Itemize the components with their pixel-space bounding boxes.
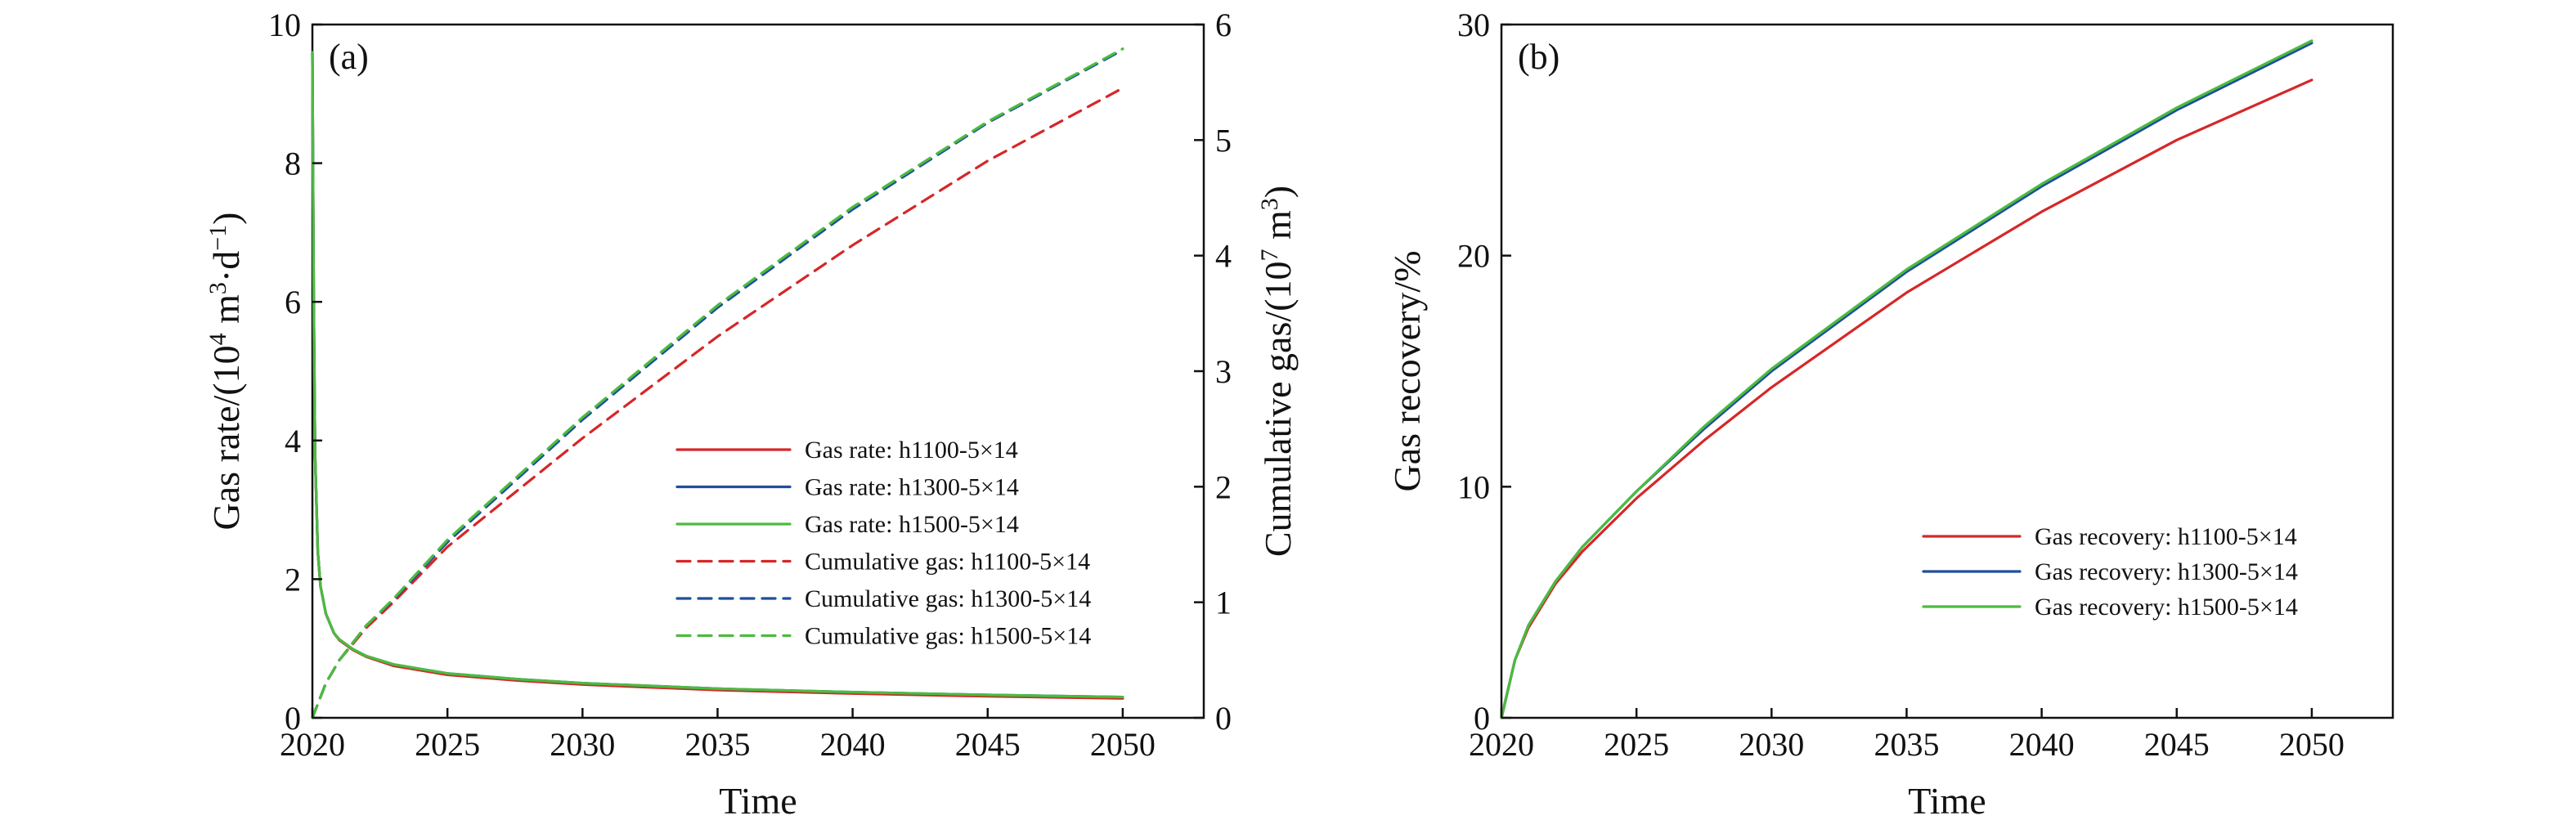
panel-a-y2label-sup: 7: [1256, 249, 1283, 262]
panel-a-series-group: [311, 47, 1124, 719]
y-tick-label: 8: [285, 146, 301, 182]
panel-a-y2label-sup: 3: [1256, 198, 1283, 210]
legend-entry-label: Gas recovery: h1500-5×14: [2035, 594, 2298, 621]
panel-a-legend: Gas rate: h1100-5×14 Gas rate: h1300-5×14…: [675, 437, 1091, 650]
legend-entry-label: Gas recovery: h1100-5×14: [2035, 523, 2297, 550]
y2-tick-label: 5: [1215, 122, 1232, 159]
y2-tick-label: 2: [1215, 468, 1232, 505]
y-tick-label: 0: [1474, 700, 1490, 737]
series-line-h1100-cumulative: [311, 87, 1124, 719]
y-tick-label: 6: [285, 284, 301, 320]
x-tick-label: 2035: [1874, 726, 1939, 763]
series-line-h1500-cumulative: [311, 47, 1124, 719]
y-tick-label: 10: [1457, 468, 1490, 505]
panel-b-legend: Gas recovery: h1100-5×14 Gas recovery: h1…: [1922, 523, 2298, 621]
panel-a-y-axis-title: Gas rate/(104 m3·d−1): [204, 213, 248, 531]
y2-tick-label: 0: [1215, 700, 1232, 737]
panel-a-ylabel-sup: 3: [204, 282, 231, 294]
panel-a-ylabel-sup: −1: [204, 225, 231, 251]
panel-a-y2label-part: ): [1257, 186, 1299, 198]
legend-entry-label: Cumulative gas: h1300-5×14: [805, 585, 1091, 612]
series-line-h1300-cumulative: [311, 48, 1124, 719]
panel-a-ylabel-part: ·d: [205, 251, 247, 282]
y-tick-label: 10: [268, 7, 301, 43]
panel-a-y2label-part: m: [1257, 210, 1299, 249]
x-tick-label: 2045: [2144, 726, 2210, 763]
y2-tick-label: 6: [1215, 7, 1232, 43]
panel-a-ylabel-part: m: [205, 294, 247, 334]
x-tick-label: 2030: [1739, 726, 1804, 763]
panel-a-y2-axis-title: Cumulative gas/(107 m3): [1256, 186, 1299, 557]
panel-a-ylabel-part: Gas rate/(10: [205, 345, 247, 530]
panel-a-ylabel-part: ): [205, 213, 247, 225]
panel-b-x-ticks: 2020 2025 2030 2035 2040 2045 2050: [1469, 708, 2345, 763]
x-tick-label: 2040: [820, 726, 886, 763]
legend-entry-label: Cumulative gas: h1500-5×14: [805, 623, 1091, 650]
panel-b-series-group: [1500, 39, 2313, 719]
panel-a-y2-ticks: 0 1 2 3 4 5 6: [1194, 7, 1232, 737]
x-tick-label: 2045: [955, 726, 1021, 763]
y-tick-label: 4: [285, 423, 301, 459]
series-line-h1100: [1500, 78, 2313, 719]
legend-entry-label: Gas rate: h1100-5×14: [805, 437, 1018, 464]
legend-entry-label: Cumulative gas: h1100-5×14: [805, 549, 1090, 576]
panel-b-frame: [1500, 23, 2394, 719]
panel-a-label: (a): [329, 37, 369, 77]
x-tick-label: 2025: [1604, 726, 1669, 763]
legend-entry-label: Gas rate: h1500-5×14: [805, 511, 1019, 538]
panel-a-chart: 2020 2025 2030 2035 2040 2045 2050 0 2 4 6 8 10 0 1 2…: [204, 7, 1299, 822]
y-tick-label: 2: [285, 561, 301, 598]
x-tick-label: 2050: [2279, 726, 2345, 763]
x-tick-label: 2020: [280, 726, 345, 763]
x-tick-label: 2030: [550, 726, 615, 763]
panel-a-frame: [311, 23, 1205, 719]
y-tick-label: 20: [1457, 238, 1490, 275]
x-tick-label: 2040: [2009, 726, 2075, 763]
panel-b-label: (b): [1518, 37, 1560, 77]
panel-b-y-ticks: 0 10 20 30: [1457, 7, 1511, 737]
panel-a-y-ticks: 0 2 4 6 8 10: [268, 7, 322, 737]
series-line-h1500: [311, 51, 1124, 699]
panel-a-y2label-part: Cumulative gas/(10: [1257, 262, 1299, 558]
panel-a-x-ticks: 2020 2025 2030 2035 2040 2045 2050: [280, 708, 1156, 763]
panel-b-y-axis-title: Gas recovery/%: [1386, 250, 1428, 491]
panel-b-x-axis-title: Time: [1908, 780, 1986, 822]
x-tick-label: 2035: [684, 726, 750, 763]
y-tick-label: 0: [285, 700, 301, 737]
panel-a-x-axis-title: Time: [719, 780, 797, 822]
y2-tick-label: 3: [1215, 353, 1232, 390]
panel-a-ylabel-sup: 4: [204, 333, 231, 345]
x-tick-label: 2025: [415, 726, 480, 763]
y2-tick-label: 4: [1215, 238, 1232, 275]
y-tick-label: 30: [1457, 7, 1490, 43]
x-tick-label: 2050: [1090, 726, 1156, 763]
y2-tick-label: 1: [1215, 585, 1232, 621]
x-tick-label: 2020: [1469, 726, 1534, 763]
legend-entry-label: Gas recovery: h1300-5×14: [2035, 558, 2298, 585]
legend-entry-label: Gas rate: h1300-5×14: [805, 474, 1019, 501]
series-line-h1500: [1500, 39, 2313, 719]
